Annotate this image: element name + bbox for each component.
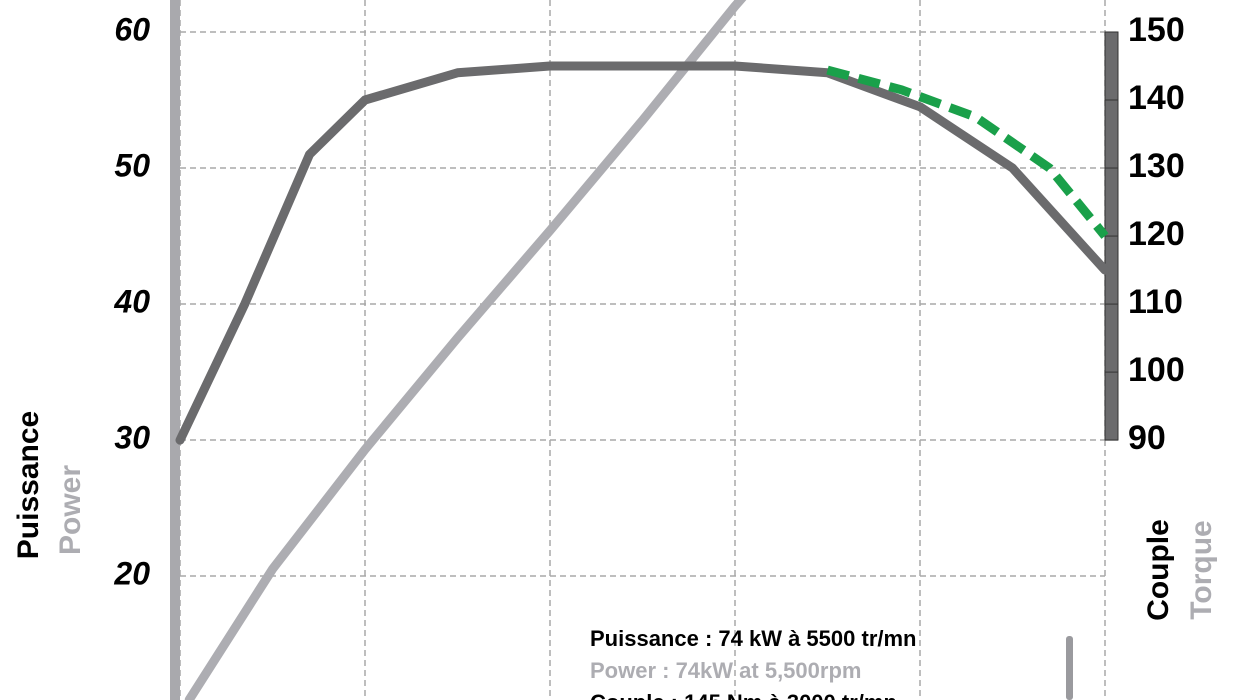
y2-axis-title: Couple <box>1142 519 1175 621</box>
y2-tick-label: 100 <box>1128 351 1185 389</box>
left-axis-bar <box>170 0 180 700</box>
y2-tick-label: 130 <box>1128 147 1185 185</box>
y2-tick-label: 140 <box>1128 79 1185 117</box>
annotation: Couple : 145 Nm à 3000 tr/mn <box>590 690 897 700</box>
y-tick-label: 50 <box>114 147 150 183</box>
y-axis-title-alt: Power <box>54 465 87 555</box>
y-tick-label: 60 <box>114 11 150 47</box>
line <box>184 0 747 700</box>
y2-tick-label: 90 <box>1128 419 1166 457</box>
line <box>175 61 1110 445</box>
y-tick-label: 40 <box>113 283 150 319</box>
annotation: Puissance : 74 kW à 5500 tr/mn <box>590 626 917 651</box>
y2-axis-title-alt: Torque <box>1185 520 1218 619</box>
y-tick-label: 30 <box>114 419 150 455</box>
y-tick-label: 20 <box>113 555 150 591</box>
grid <box>179 0 1106 700</box>
legend-marker <box>1066 636 1073 700</box>
y2-tick-label: 110 <box>1128 283 1183 321</box>
annotation: Power : 74kW at 5,500rpm <box>590 658 861 683</box>
y2-tick-label: 120 <box>1128 215 1185 253</box>
y2-tick-label: 150 <box>1128 11 1185 49</box>
dashed-line <box>826 65 1109 239</box>
y-axis-title: Puissance <box>12 411 45 559</box>
